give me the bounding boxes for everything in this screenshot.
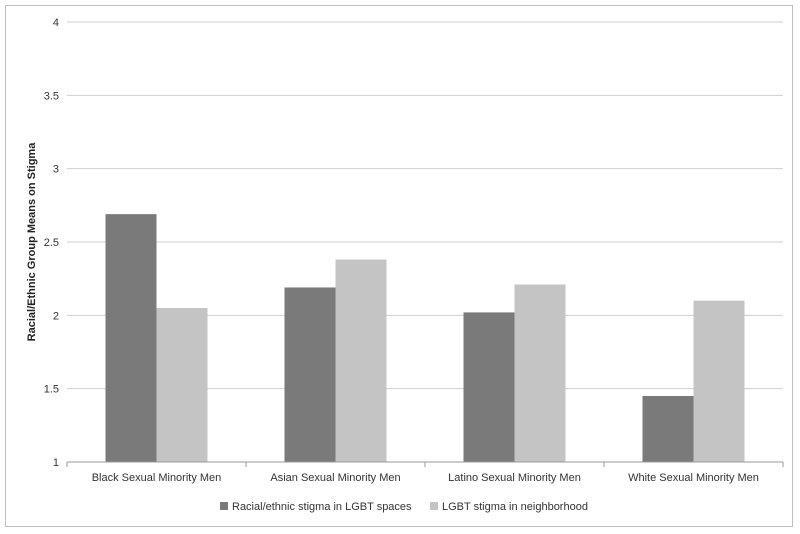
bar-white-sexual-minority-men-racial-ethnic-stigma [642, 396, 694, 462]
legend-label-racial-ethnic-stigma: Racial/ethnic stigma in LGBT spaces [232, 501, 412, 513]
bar-asian-sexual-minority-men-lgbt-stigma [335, 259, 387, 462]
legend-swatch-lgbt-stigma [430, 502, 438, 510]
x-tick-label: White Sexual Minority Men [628, 472, 759, 484]
y-tick-label: 1.5 [44, 384, 59, 396]
legend: Racial/ethnic stigma in LGBT spaces LGBT… [220, 501, 588, 513]
bar-latino-sexual-minority-men-racial-ethnic-stigma [463, 312, 515, 462]
y-tick-label: 2 [53, 310, 59, 322]
legend-label-lgbt-stigma: LGBT stigma in neighborhood [442, 501, 588, 513]
bar-black-sexual-minority-men-lgbt-stigma [156, 308, 208, 462]
y-tick-label: 4 [53, 17, 59, 29]
bar-asian-sexual-minority-men-racial-ethnic-stigma [284, 287, 336, 462]
bar-black-sexual-minority-men-racial-ethnic-stigma [105, 214, 157, 462]
y-tick-label: 1 [53, 457, 59, 469]
bar-white-sexual-minority-men-lgbt-stigma [693, 300, 745, 462]
x-tick-label: Latino Sexual Minority Men [448, 472, 581, 484]
x-axis-ticks: Black Sexual Minority Men Asian Sexual Mi… [92, 472, 759, 484]
y-tick-label: 3 [53, 164, 59, 176]
y-tick-label: 3.5 [44, 90, 59, 102]
bars [105, 214, 745, 462]
bar-latino-sexual-minority-men-lgbt-stigma [514, 284, 566, 462]
x-tick-label: Asian Sexual Minority Men [270, 472, 400, 484]
x-axis [66, 461, 784, 467]
y-tick-label: 2.5 [44, 237, 59, 249]
legend-swatch-racial-ethnic-stigma [220, 502, 228, 510]
y-axis-ticks: 1 1.5 2 2.5 3 3.5 4 [44, 17, 59, 469]
y-axis-title: Racial/Ethnic Group Means on Stigma [26, 142, 38, 342]
x-tick-label: Black Sexual Minority Men [92, 472, 222, 484]
